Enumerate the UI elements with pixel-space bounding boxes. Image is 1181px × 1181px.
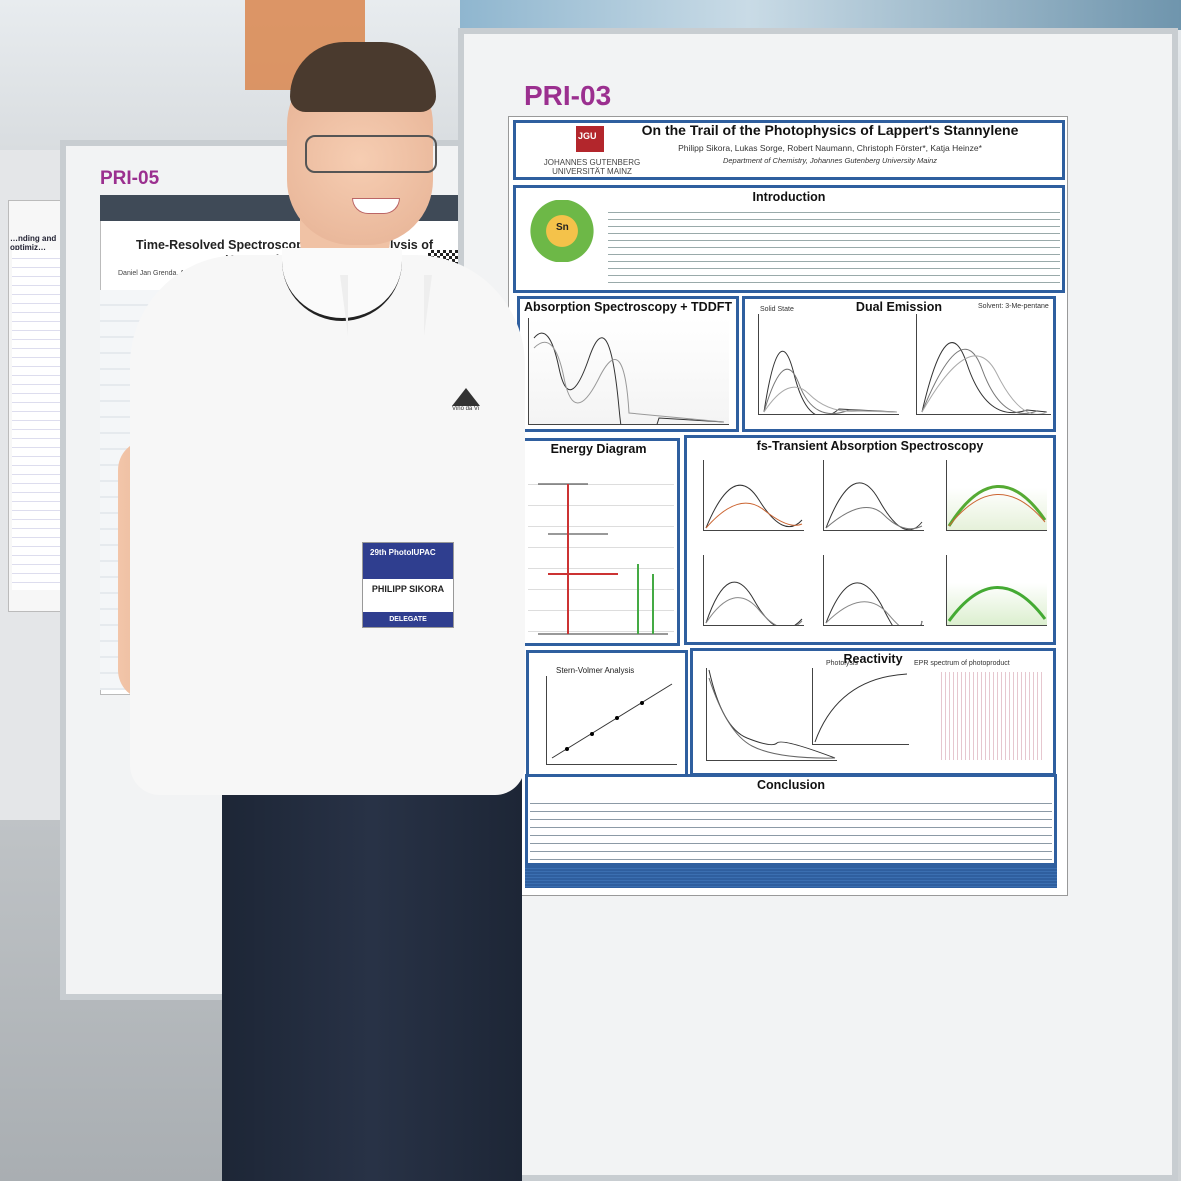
glasses-icon <box>305 135 437 173</box>
badge-header <box>363 543 453 579</box>
stern-volmer-panel <box>526 650 688 778</box>
person-trousers <box>222 750 522 1181</box>
fs-ta-plot <box>946 460 1047 531</box>
poster-affiliation: Department of Chemistry, Johannes Gutenb… <box>722 156 938 165</box>
poster-header <box>513 120 1065 180</box>
solid-state-label: Solid State <box>760 306 794 313</box>
stern-volmer-line <box>551 683 673 759</box>
dual-emission-panel <box>742 296 1056 432</box>
shirt-logo-text: Vino da Vi <box>452 406 480 412</box>
conclusion-title: Conclusion <box>756 778 826 792</box>
stern-volmer-plot <box>546 676 677 765</box>
intro-symbol: Sn <box>556 222 569 233</box>
energy-levels <box>538 483 668 635</box>
university-name: JOHANNES GUTENBERG UNIVERSITÄT MAINZ <box>543 158 641 176</box>
solid-emission-curves <box>763 350 898 417</box>
left-poster-tag: PRI-05 <box>100 168 160 189</box>
fs-ta-plot <box>703 460 804 531</box>
solution-emission-curves <box>921 342 1048 415</box>
fs-ta-plot <box>946 555 1047 626</box>
fs-ta-curves <box>705 581 803 629</box>
fs-ta-title: fs-Transient Absorption Spectroscopy <box>756 439 984 453</box>
fs-ta-plot <box>703 555 804 629</box>
intro-title: Introduction <box>752 190 826 204</box>
fs-ta-curves <box>947 586 1047 622</box>
fs-ta-plot <box>823 460 924 531</box>
photolysis-kinetics-plot <box>812 668 909 745</box>
absorption-title: Absorption Spectroscopy + TDDFT <box>523 300 732 314</box>
starburst-icon <box>520 200 604 262</box>
absorption-plot <box>528 318 729 466</box>
references-strip <box>525 866 1057 888</box>
epr-label: EPR spectrum of photoproduct <box>914 660 1010 667</box>
logo-text: JGU <box>578 131 597 141</box>
person-polo-shirt <box>130 255 525 795</box>
solid-state-emission-plot <box>758 314 899 417</box>
far-left-poster-title: …nding and optimiz… <box>10 234 57 252</box>
window-strip <box>460 0 1181 30</box>
stern-volmer-title: Stern-Volmer Analysis <box>556 666 635 675</box>
fs-ta-curves <box>705 484 803 529</box>
person-hair <box>290 42 436 112</box>
fs-ta-curves <box>947 484 1047 527</box>
far-left-poster-text <box>12 250 68 590</box>
reactivity-title: Reactivity <box>843 652 903 666</box>
epr-spectrum-plot <box>938 672 1042 760</box>
solution-emission-plot <box>916 314 1051 415</box>
poster-authors: Philipp Sikora, Lukas Sorge, Robert Naum… <box>678 143 982 153</box>
university-logo-icon <box>576 126 604 152</box>
fs-ta-curves <box>825 482 923 531</box>
energy-diagram-title: Energy Diagram <box>550 442 647 456</box>
dual-emission-title: Dual Emission <box>855 300 943 314</box>
kinetics-curve <box>814 673 908 743</box>
solvent-label: Solvent: 3-Me-pentane <box>978 303 1049 310</box>
fs-ta-plot <box>823 555 924 644</box>
energy-level-diagram <box>528 464 674 640</box>
badge-brand: 29th PhotoIUPAC <box>370 548 436 557</box>
intro-text <box>608 206 1060 286</box>
badge-role: DELEGATE <box>363 612 453 627</box>
conclusion-text <box>530 796 1052 860</box>
badge-name: PHILIPP SIKORA <box>371 584 445 594</box>
photolysis-curves <box>708 669 836 759</box>
fs-ta-curves <box>825 582 923 644</box>
absorption-curve <box>533 332 725 466</box>
photolysis-spectra-plot <box>706 668 837 761</box>
poster-title: On the Trail of the Photophysics of Lapp… <box>641 122 1019 138</box>
photolysis-label: Photolysis <box>826 660 858 667</box>
main-poster-tag: PRI-03 <box>524 80 612 111</box>
